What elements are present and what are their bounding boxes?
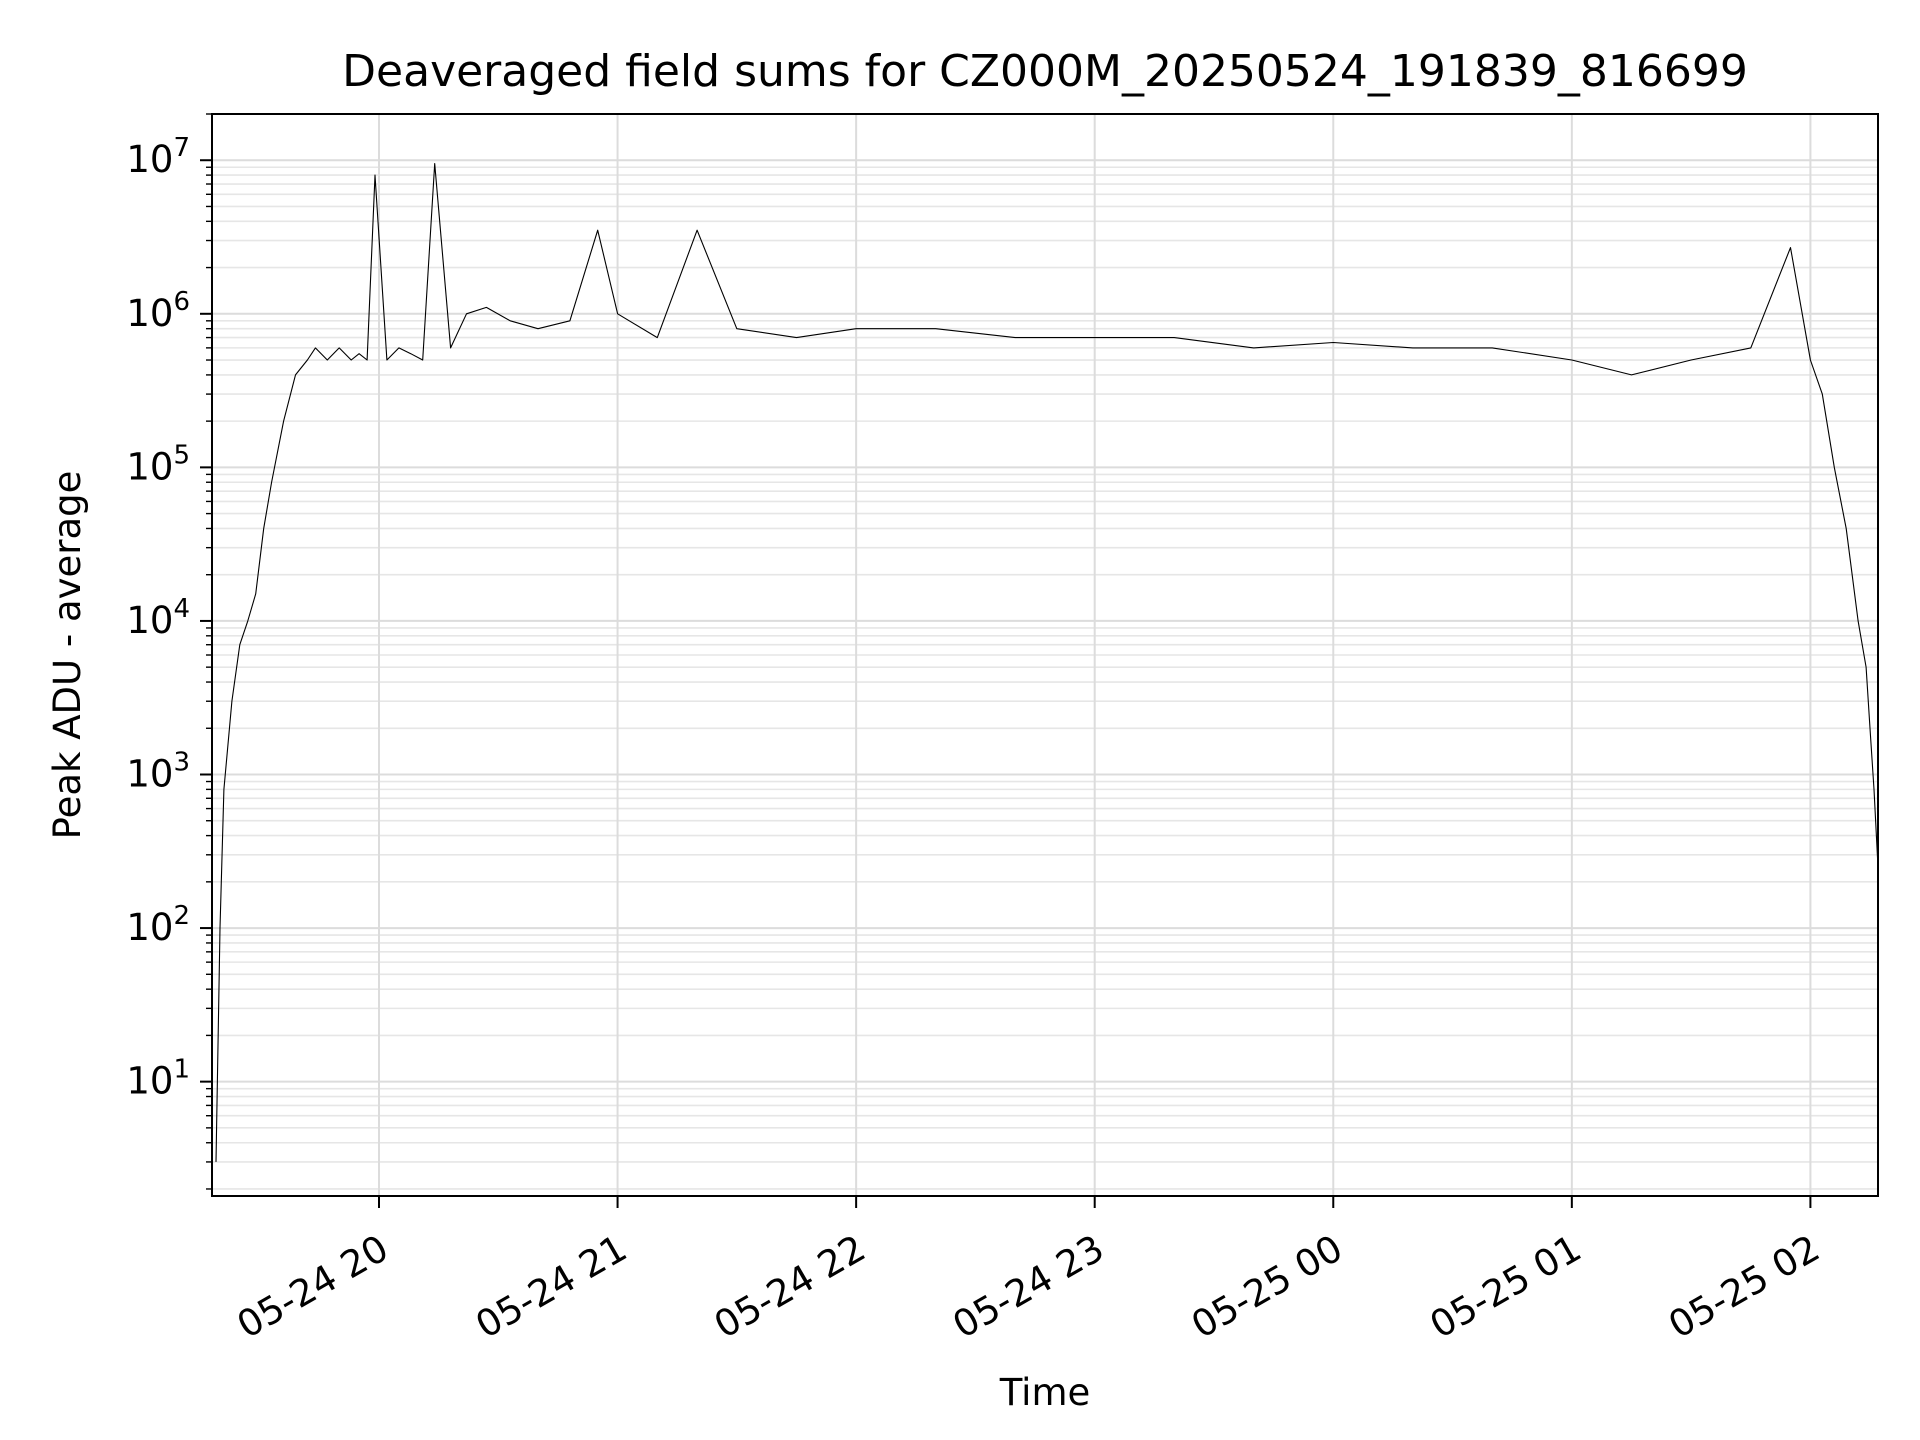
y-tick-label-exponent: 1: [173, 1055, 190, 1085]
y-tick-label-base: 10: [126, 138, 173, 181]
chart-title: Deaveraged field sums for CZ000M_2025052…: [342, 46, 1748, 97]
y-tick-label: 107: [126, 133, 190, 181]
y-tick-label: 102: [126, 901, 190, 949]
y-tick-label-base: 10: [126, 906, 173, 949]
y-tick-label-base: 10: [126, 1060, 173, 1103]
y-tick-label-exponent: 2: [173, 901, 190, 931]
y-tick-label: 104: [126, 594, 190, 642]
major-gridlines: [212, 114, 1878, 1196]
y-tick-label: 103: [126, 747, 190, 795]
y-tick-label-exponent: 6: [173, 287, 190, 317]
y-tick-label-base: 10: [126, 599, 173, 642]
y-axis-label: Peak ADU - average: [46, 471, 89, 840]
y-tick-label-exponent: 5: [173, 440, 190, 470]
y-tick-label: 105: [126, 440, 190, 488]
y-tick-label-base: 10: [126, 445, 173, 488]
y-tick-label: 101: [126, 1055, 190, 1103]
y-tick-label-exponent: 4: [173, 594, 190, 624]
series-line: [215, 163, 1879, 1162]
y-tick-label-base: 10: [126, 752, 173, 795]
y-tick-label-exponent: 7: [173, 133, 190, 163]
minor-gridlines: [212, 113, 1878, 1190]
y-tick-label-base: 10: [126, 292, 173, 335]
y-tick-label-exponent: 3: [173, 747, 190, 777]
y-tick-label: 106: [126, 287, 190, 335]
x-axis-label: Time: [999, 1371, 1091, 1414]
